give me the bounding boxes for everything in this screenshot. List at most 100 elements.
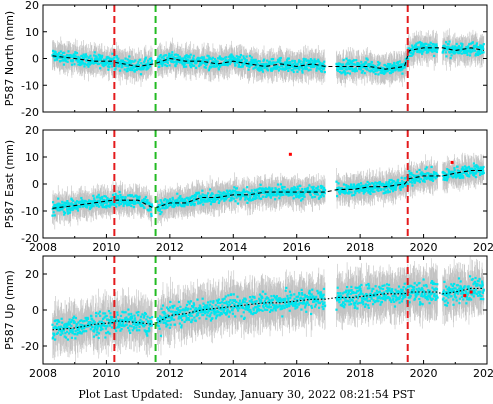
data-point [347,59,350,62]
data-point [74,206,77,209]
data-point [182,201,186,204]
data-point [377,61,380,64]
data-point [212,60,215,63]
data-point [77,63,80,66]
data-point [459,49,463,52]
data-point [297,67,300,70]
data-point [400,63,403,66]
data-point [126,203,129,206]
data-point [452,48,455,51]
data-point [125,61,128,64]
data-point [308,61,312,64]
data-point [269,62,272,65]
data-point [371,64,375,67]
data-point [163,54,166,57]
data-point [86,204,89,208]
data-point [72,53,76,56]
data-point [90,205,93,209]
data-point [266,69,270,72]
data-point [158,204,161,207]
data-point [126,67,129,70]
data-point [272,57,275,61]
data-point [476,46,479,49]
data-point [61,200,64,203]
data-point [147,208,151,212]
data-point [427,51,430,54]
data-point [63,211,67,214]
data-point [239,65,242,69]
data-point [244,58,247,61]
data-point [249,62,252,65]
data-point [174,64,177,68]
data-point [290,65,293,68]
data-point [84,200,87,203]
data-point [287,57,290,60]
data-point [97,193,100,196]
data-point [352,69,355,72]
data-point [232,55,235,58]
data-point [135,195,138,198]
data-point [113,202,116,205]
data-point [285,60,288,63]
data-point [181,199,184,202]
data-point [421,43,425,46]
data-point [207,59,210,62]
data-point [468,54,472,57]
data-point [144,195,147,199]
data-point [218,57,221,60]
data-point [429,47,432,50]
data-point [229,193,232,196]
data-point [115,56,119,59]
data-point [53,214,56,217]
data-point [416,50,419,54]
data-point [193,59,196,62]
data-point [248,64,251,67]
data-point [137,198,141,201]
data-point [341,67,344,71]
data-point [142,200,145,203]
data-point [225,196,228,200]
data-point [149,207,152,210]
data-point [214,195,217,198]
data-point [210,198,213,201]
data-point [463,50,467,53]
data-point [113,203,116,206]
data-point [261,70,264,73]
data-point [75,200,79,203]
data-point [169,60,173,63]
data-point [70,202,73,205]
data-point [59,56,62,59]
data-point [76,209,80,212]
data-point [472,48,475,51]
y-tick-label: -20 [21,106,39,119]
data-point [108,59,111,62]
data-point [378,62,381,65]
data-point [390,70,393,73]
data-point [386,66,389,70]
data-point [156,59,159,62]
data-point [52,211,55,214]
data-point [105,204,108,208]
data-point [206,192,210,195]
data-point [218,65,222,68]
data-point [110,62,113,65]
data-point [126,58,129,61]
data-point [66,60,69,63]
data-point [200,56,204,59]
data-point [196,198,199,202]
data-point [209,66,213,69]
data-point [420,50,423,53]
data-point [408,54,411,58]
data-point [363,62,366,65]
data-point [239,53,242,57]
data-point [176,192,179,195]
data-point [368,66,372,69]
data-point [349,60,352,63]
data-point [171,196,174,199]
data-point [411,44,414,47]
data-point [241,64,244,67]
data-point [284,67,288,70]
data-point [94,61,97,64]
data-point [205,63,208,66]
data-point [302,63,305,66]
